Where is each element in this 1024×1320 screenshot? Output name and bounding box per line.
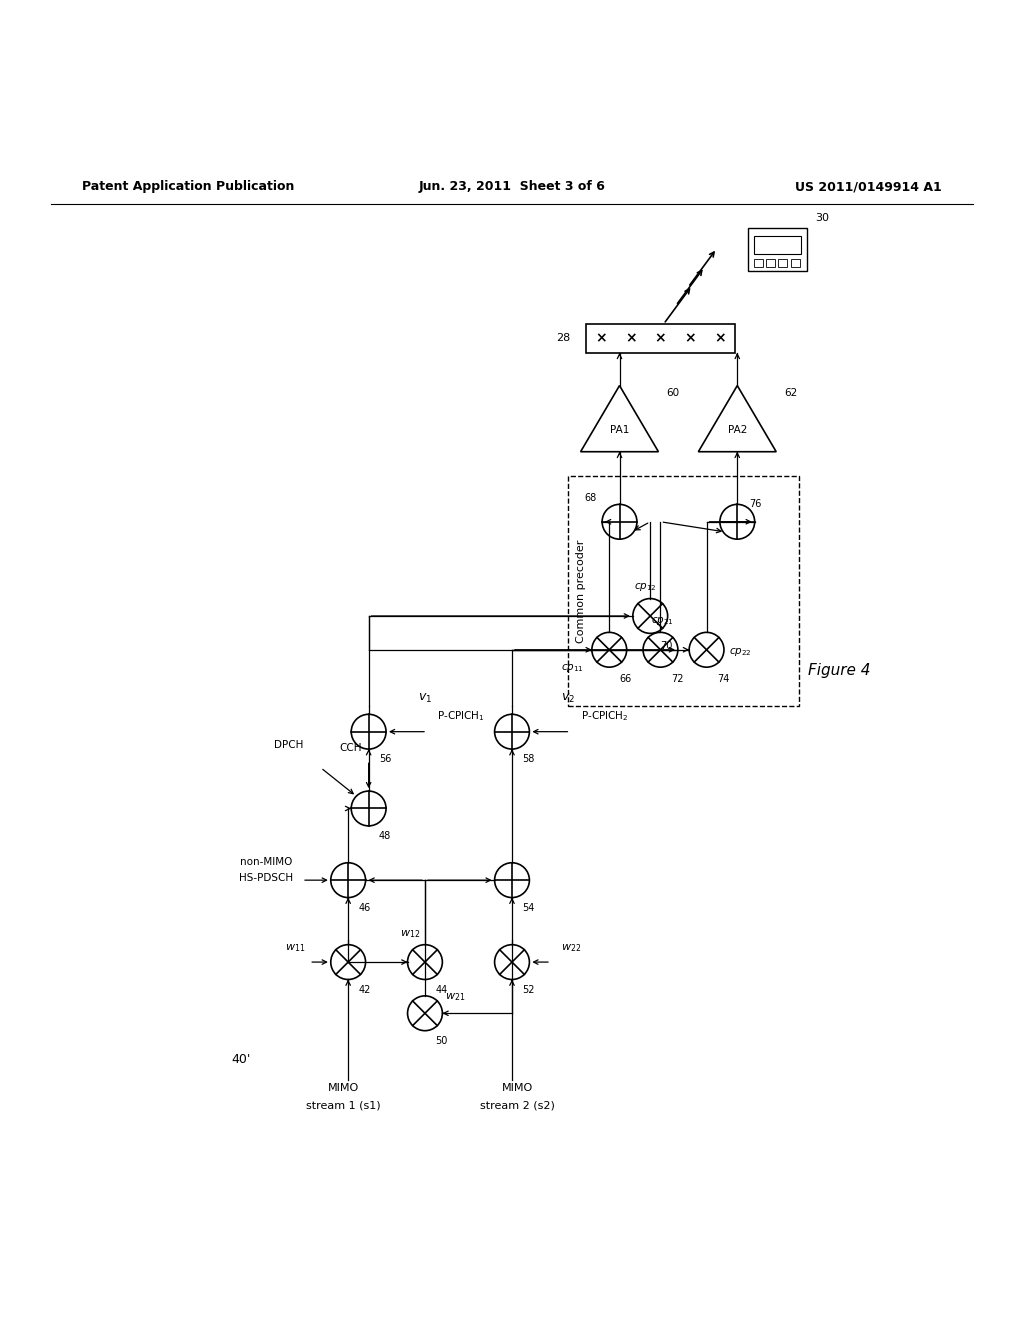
Text: $cp_{12}$: $cp_{12}$ [634,581,656,594]
Text: $v_1$: $v_1$ [418,693,432,705]
Text: CCH: CCH [339,743,361,754]
Bar [766,259,775,267]
Text: 44: 44 [435,985,447,994]
Text: 68: 68 [585,494,597,503]
Text: non-MIMO: non-MIMO [240,857,293,867]
Bar [754,236,801,255]
Text: 30: 30 [815,213,829,223]
Bar [586,325,735,352]
Text: 76: 76 [750,499,762,510]
Text: Jun. 23, 2011  Sheet 3 of 6: Jun. 23, 2011 Sheet 3 of 6 [419,181,605,194]
Bar [778,259,787,267]
Text: $cp_{21}$: $cp_{21}$ [651,615,674,627]
Text: ×: × [715,331,726,346]
Text: $w_{11}$: $w_{11}$ [285,942,305,954]
Text: 40': 40' [231,1053,250,1065]
Text: stream 1 (s1): stream 1 (s1) [306,1101,380,1110]
Bar [791,259,800,267]
Text: PA2: PA2 [728,425,746,434]
Text: ×: × [685,331,696,346]
Text: ×: × [595,331,606,346]
Text: MIMO: MIMO [328,1082,358,1093]
Text: $w_{21}$: $w_{21}$ [445,991,466,1003]
Text: P-CPICH$_1$: P-CPICH$_1$ [437,709,485,723]
Text: $cp_{11}$: $cp_{11}$ [561,663,584,675]
Text: ×: × [625,331,636,346]
Text: US 2011/0149914 A1: US 2011/0149914 A1 [796,181,942,194]
Text: $cp_{22}$: $cp_{22}$ [729,645,752,657]
Text: 72: 72 [671,675,683,684]
Text: 52: 52 [522,985,535,994]
Text: 62: 62 [784,388,798,399]
Bar [748,228,807,271]
Text: 70: 70 [660,640,673,651]
Bar [568,475,799,706]
Bar [754,259,763,267]
Text: Common precoder: Common precoder [575,539,586,643]
Text: 46: 46 [358,903,371,912]
Text: 58: 58 [522,754,535,764]
Text: Patent Application Publication: Patent Application Publication [82,181,294,194]
Text: HS-PDSCH: HS-PDSCH [240,873,293,883]
Text: DPCH: DPCH [274,741,303,750]
Text: 42: 42 [358,985,371,994]
Text: 66: 66 [620,675,632,684]
Text: $w_{22}$: $w_{22}$ [561,942,582,954]
Text: stream 2 (s2): stream 2 (s2) [479,1101,555,1110]
Text: Figure 4: Figure 4 [808,663,871,677]
Text: 48: 48 [379,832,391,841]
Text: 50: 50 [435,1036,447,1045]
Text: ×: × [654,331,667,346]
Text: $v_2$: $v_2$ [561,693,575,705]
Text: 56: 56 [379,754,391,764]
Text: 54: 54 [522,903,535,912]
Text: P-CPICH$_2$: P-CPICH$_2$ [581,709,628,723]
Text: 74: 74 [717,675,729,684]
Text: PA1: PA1 [610,425,629,434]
Text: 60: 60 [667,388,680,399]
Text: $w_{12}$: $w_{12}$ [399,928,420,940]
Text: MIMO: MIMO [502,1082,532,1093]
Text: 28: 28 [556,334,570,343]
